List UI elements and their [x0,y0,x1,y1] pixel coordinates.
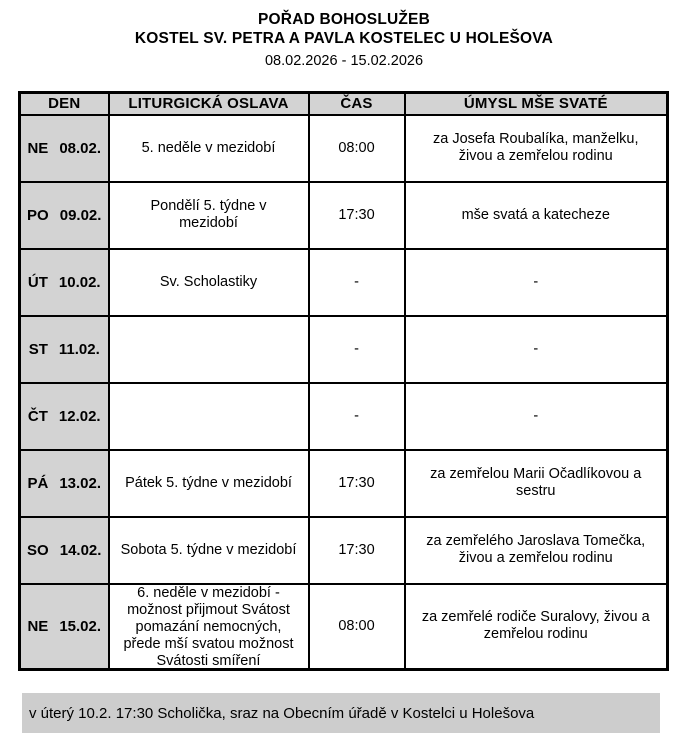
table-row: SO 14.02. Sobota 5. týdne v mezidobí 17:3… [18,515,669,585]
page-title: POŘAD BOHOSLUŽEB [258,11,430,28]
intention-cell: za zemřelé rodiče Suralovy, živou a zemř… [403,582,669,671]
time-cell: - [307,247,406,317]
col-header-time: ČAS [307,91,406,116]
celebration-cell: Pondělí 5. týdne v mezidobí [107,180,310,250]
day-abbrev: ÚT [27,273,48,291]
table-row: NE 08.02. 5. neděle v mezidobí 08:00 za J… [18,113,669,183]
day-cell: ST 11.02. [18,314,110,384]
day-abbrev: ČT [27,407,48,425]
celebration-cell: 6. neděle v mezidobí - možnost přijmout … [107,582,310,671]
table-row: PÁ 13.02. Pátek 5. týdne v mezidobí 17:30… [18,448,669,518]
day-date: 13.02. [59,474,102,492]
day-date: 11.02. [58,340,100,358]
celebration-text: Pondělí 5. týdne v mezidobí [150,198,267,231]
table-row: ST 11.02. - - [18,314,669,384]
day-date: 09.02. [59,206,102,224]
day-abbrev: SO [27,541,49,559]
day-abbrev: NE [27,617,49,635]
celebration-cell [107,381,310,451]
intention-cell: za zemřelého Jaroslava Tomečka, živou a … [403,515,669,585]
time-cell: - [307,381,406,451]
day-cell: PO 09.02. [18,180,110,250]
table-row: NE 15.02. 6. neděle v mezidobí - možnost … [18,582,669,671]
col-header-celebration: LITURGICKÁ OSLAVA [107,91,310,116]
intention-cell: - [403,381,669,451]
celebration-cell: Sv. Scholastiky [107,247,310,317]
schedule-table: DEN LITURGICKÁ OSLAVA ČAS ÚMYSL MŠE SVAT… [18,91,669,671]
document-header: POŘAD BOHOSLUŽEB KOSTEL SV. PETRA A PAVL… [0,0,688,70]
day-date: 12.02. [58,407,101,425]
celebration-cell: 5. neděle v mezidobí [107,113,310,183]
celebration-cell [107,314,310,384]
time-cell: 17:30 [307,180,406,250]
day-abbrev: ST [28,340,48,358]
time-cell: 17:30 [307,448,406,518]
intention-cell: za Josefa Roubalíka, manželku, živou a z… [403,113,669,183]
day-date: 14.02. [59,541,102,559]
table-row: ÚT 10.02. Sv. Scholastiky - - [18,247,669,317]
footer-note-bar: v úterý 10.2. 17:30 Scholička, sraz na O… [22,693,660,733]
intention-cell: mše svatá a katecheze [403,180,669,250]
footer-note: v úterý 10.2. 17:30 Scholička, sraz na O… [29,704,535,722]
day-cell: ÚT 10.02. [18,247,110,317]
day-abbrev: PO [27,206,49,224]
col-header-day: DEN [18,91,110,116]
intention-cell: - [403,314,669,384]
celebration-text: Sobota 5. týdne v mezidobí [120,541,297,558]
celebration-text: Pátek 5. týdne v mezidobí [125,474,292,491]
col-header-intention: ÚMYSL MŠE SVATÉ [403,91,669,116]
day-abbrev: PÁ [27,474,49,492]
table-row: PO 09.02. Pondělí 5. týdne v mezidobí 17:… [18,180,669,250]
day-cell: NE 08.02. [18,113,110,183]
celebration-cell: Pátek 5. týdne v mezidobí [107,448,310,518]
day-cell: NE 15.02. [18,582,110,671]
day-date: 10.02. [58,273,101,291]
intention-cell: - [403,247,669,317]
page-subtitle: KOSTEL SV. PETRA A PAVLA KOSTELEC U HOLE… [134,30,554,47]
celebration-text: 6. neděle v mezidobí - možnost přijmout … [123,584,294,668]
day-date: 08.02. [59,139,102,157]
date-range: 08.02.2026 - 15.02.2026 [264,53,424,69]
day-date: 15.02. [59,617,102,635]
celebration-cell: Sobota 5. týdne v mezidobí [107,515,310,585]
table-header-row: DEN LITURGICKÁ OSLAVA ČAS ÚMYSL MŠE SVAT… [18,91,669,116]
day-cell: PÁ 13.02. [18,448,110,518]
celebration-text: Sv. Scholastiky [159,273,258,290]
celebration-text: 5. neděle v mezidobí [141,139,276,156]
time-cell: 08:00 [307,113,406,183]
day-cell: SO 14.02. [18,515,110,585]
day-abbrev: NE [27,139,49,157]
table-row: ČT 12.02. - - [18,381,669,451]
intention-cell: za zemřelou Marii Očadlíkovou a sestru [403,448,669,518]
time-cell: 08:00 [307,582,406,671]
time-cell: 17:30 [307,515,406,585]
day-cell: ČT 12.02. [18,381,110,451]
time-cell: - [307,314,406,384]
